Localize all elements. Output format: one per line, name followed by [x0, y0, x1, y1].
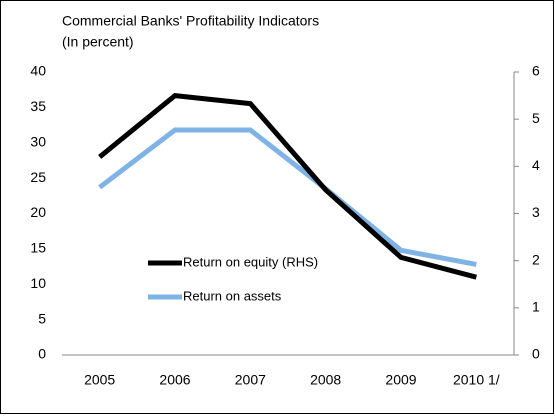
- y2-tick-label: 5: [532, 110, 540, 126]
- x-tick-label: 2010 1/: [453, 372, 500, 388]
- y-tick-label: 15: [30, 240, 46, 256]
- y-tick-label: 30: [30, 133, 46, 149]
- chart-title: Commercial Banks' Profitability Indicato…: [62, 13, 319, 29]
- x-tick-label: 2007: [235, 372, 266, 388]
- legend-label: Return on equity (RHS): [183, 254, 318, 269]
- y-tick-label: 35: [30, 98, 46, 114]
- y2-tick-label: 0: [532, 346, 540, 362]
- y2-tick-label: 2: [532, 251, 540, 267]
- x-tick-label: 2005: [84, 372, 115, 388]
- y2-tick-label: 3: [532, 204, 540, 220]
- chart-subtitle: (In percent): [62, 34, 134, 50]
- y2-tick-label: 6: [532, 63, 540, 79]
- y-tick-label: 25: [30, 169, 46, 185]
- series-line: [98, 92, 477, 280]
- legend-label: Return on assets: [183, 288, 282, 303]
- y2-tick-label: 4: [532, 157, 540, 173]
- y-tick-label: 10: [30, 275, 46, 291]
- y-tick-label: 40: [30, 63, 46, 79]
- x-tick-label: 2006: [159, 372, 190, 388]
- y2-tick-label: 1: [532, 299, 540, 315]
- x-tick-label: 2008: [310, 372, 341, 388]
- y-tick-label: 5: [38, 310, 46, 326]
- series-line: [98, 127, 477, 267]
- y-tick-label: 0: [38, 346, 46, 362]
- y-tick-label: 20: [30, 204, 46, 220]
- x-tick-label: 2009: [385, 372, 416, 388]
